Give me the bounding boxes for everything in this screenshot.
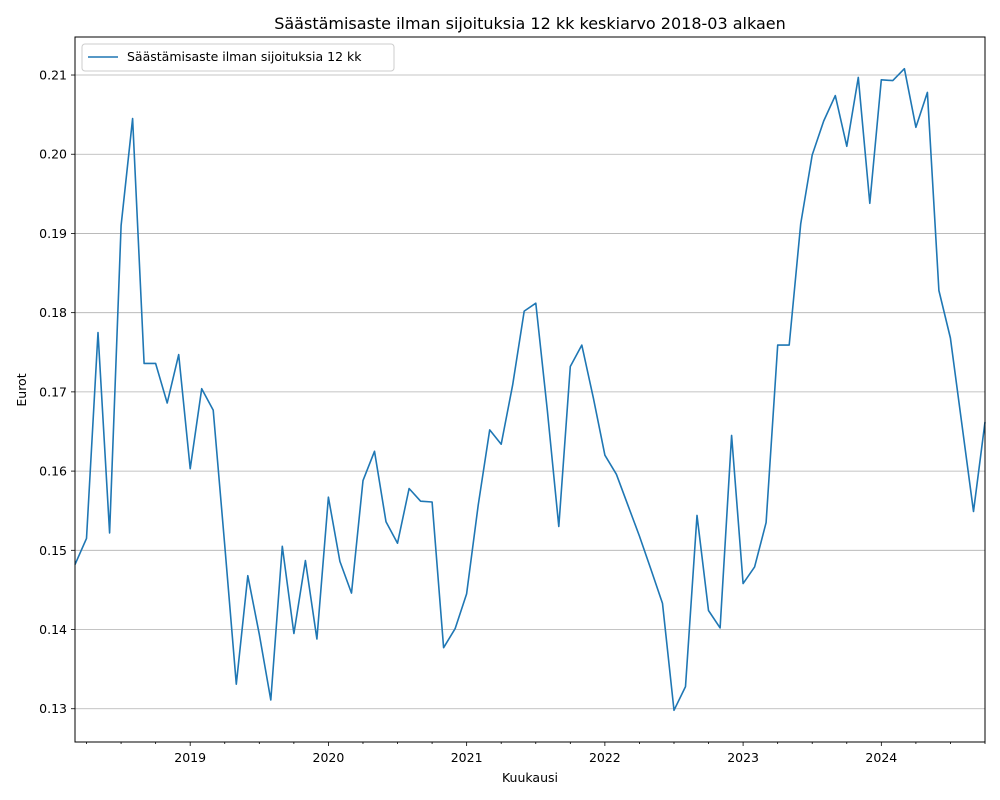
grid-lines <box>75 74 985 710</box>
x-tick-label: 2021 <box>451 750 483 765</box>
y-tick-label: 0.14 <box>39 622 67 637</box>
series-group <box>74 67 986 712</box>
x-tick-label: 2023 <box>727 750 759 765</box>
legend: Säästämisaste ilman sijoituksia 12 kk <box>81 43 395 72</box>
x-axis-ticks: 2019 2020 2021 2022 2023 2024 <box>86 742 986 765</box>
y-tick-label: 0.21 <box>39 68 67 83</box>
x-tick-label: 2019 <box>174 750 206 765</box>
y-tick-label: 0.17 <box>39 384 67 399</box>
x-axis-label: Kuukausi <box>502 770 558 785</box>
x-tick-label: 2022 <box>589 750 621 765</box>
legend-box <box>81 43 395 72</box>
x-tick-label: 2024 <box>865 750 897 765</box>
y-tick-label: 0.16 <box>39 464 67 479</box>
y-tick-label: 0.18 <box>39 305 67 320</box>
y-tick-label: 0.20 <box>39 147 67 162</box>
legend-label: Säästämisaste ilman sijoituksia 12 kk <box>127 49 362 64</box>
y-tick-label: 0.15 <box>39 543 67 558</box>
y-axis-label: Eurot <box>14 373 29 406</box>
x-tick-label: 2020 <box>313 750 345 765</box>
y-axis-ticks: 0.13 0.14 0.15 0.16 0.17 0.18 0.19 0.20 0.21 <box>39 68 75 716</box>
chart-title: Säästämisaste ilman sijoituksia 12 kk ke… <box>274 14 786 33</box>
plot-frame <box>74 36 986 743</box>
y-tick-label: 0.13 <box>39 701 67 716</box>
y-tick-label: 0.19 <box>39 226 67 241</box>
series-line <box>74 67 986 712</box>
